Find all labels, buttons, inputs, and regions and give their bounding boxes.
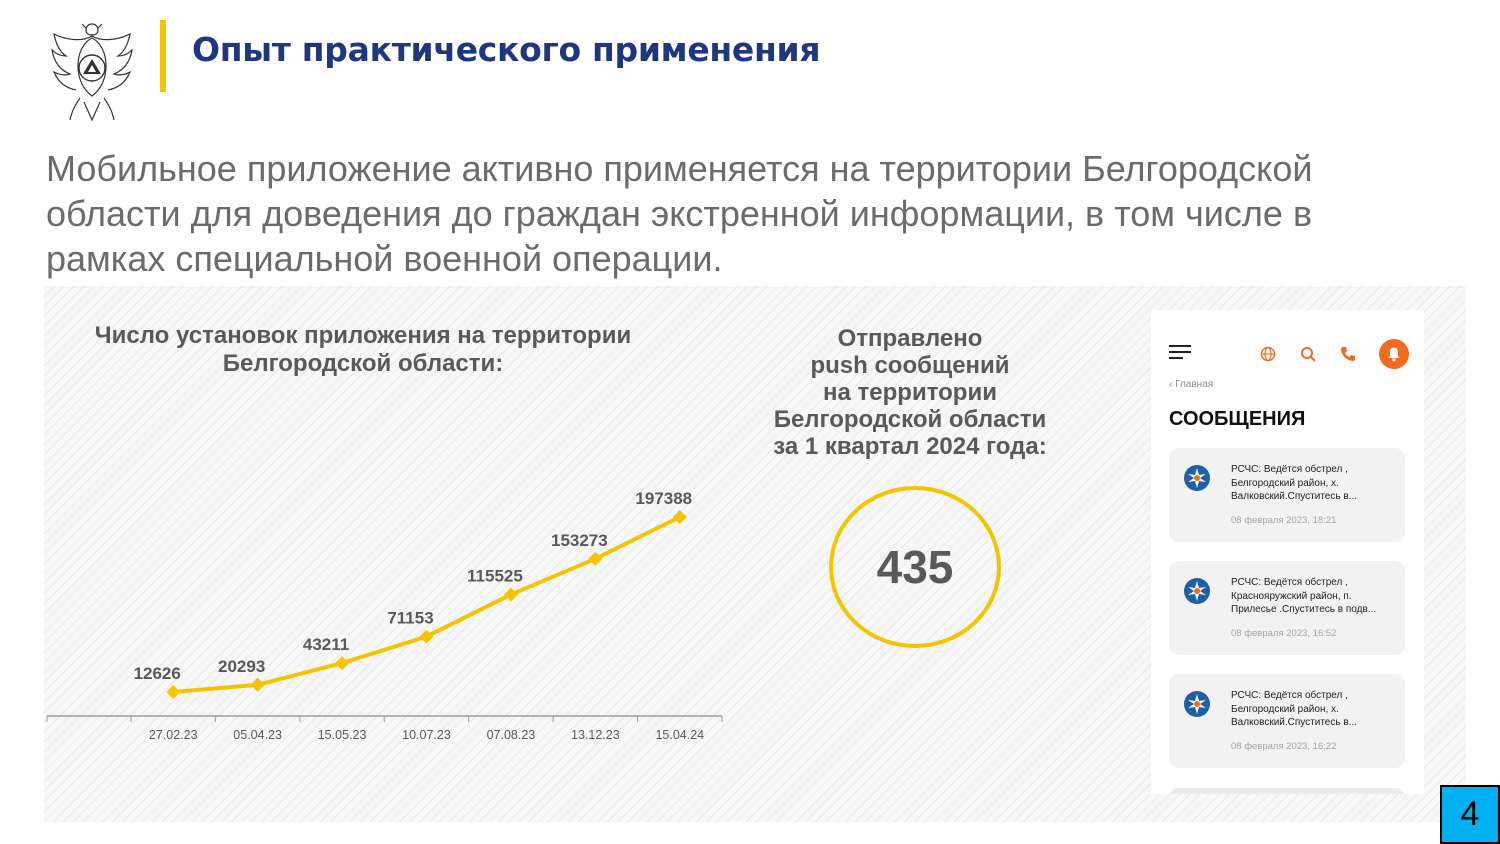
back-link[interactable]: ‹ Главная — [1169, 379, 1214, 390]
toolbar-icons — [1259, 339, 1409, 369]
chart-title-line-1: Число установок приложения на территории — [94, 322, 632, 349]
app-screenshot: ‹ Главная СООБЩЕНИЯ РСЧС: Ведётся обстре… — [1151, 310, 1424, 794]
intro-text: Мобильное приложение активно применяется… — [46, 148, 1313, 279]
message-date: 08 февраля 2023, 16:22 — [1231, 741, 1337, 752]
message-text: РСЧС: Ведётся обстрел , Белгородский рай… — [1231, 463, 1396, 504]
chart-title-line-2: Белгородской области: — [222, 350, 504, 377]
message-line: Белгородский район, х. — [1231, 477, 1339, 489]
message-line: Прилесье .Спуститесь в подв... — [1231, 604, 1377, 615]
globe-icon[interactable] — [1259, 345, 1277, 363]
push-count-circle: 435 — [829, 486, 1001, 648]
message-line: Краснояружский район, п. — [1231, 590, 1352, 602]
message-line: Валковский.Спуститесь в... — [1231, 717, 1357, 728]
title-accent-bar — [160, 20, 166, 92]
message-text: РСЧС: Ведётся обстрел , Белгородский рай… — [1231, 689, 1396, 730]
push-count-value: 435 — [876, 541, 954, 593]
message-line: РСЧС: Ведётся обстрел , — [1231, 464, 1348, 475]
message-line: Валковский.Спуститесь в... — [1231, 491, 1357, 502]
message-date: 08 февраля 2023, 18:21 — [1231, 515, 1337, 526]
page-number: 4 — [1440, 785, 1500, 844]
push-title-line: Белгородской области — [773, 406, 1047, 433]
menu-icon[interactable] — [1169, 344, 1191, 360]
mchs-logo-icon — [1184, 578, 1210, 604]
message-card-partial — [1169, 788, 1405, 794]
messages-heading: СООБЩЕНИЯ — [1169, 408, 1306, 430]
phone-icon[interactable] — [1339, 345, 1357, 363]
bell-icon[interactable] — [1379, 339, 1409, 369]
mchs-logo-icon — [1184, 691, 1210, 717]
chart-title: Число установок приложения на территории… — [70, 322, 656, 378]
push-title-line: на территории — [823, 379, 997, 406]
push-title-line: Отправлено — [837, 325, 983, 352]
push-title: Отправлено push сообщений на территории … — [740, 325, 1080, 460]
message-line: Белгородский район, х. — [1231, 703, 1339, 715]
push-title-line: push сообщений — [810, 352, 1010, 379]
push-title-line: за 1 квартал 2024 года: — [773, 433, 1047, 460]
message-card[interactable]: РСЧС: Ведётся обстрел , Краснояружский р… — [1169, 561, 1405, 655]
emblem-logo — [51, 23, 133, 122]
mchs-logo-icon — [1184, 465, 1210, 491]
page-title: Опыт практического применения — [192, 30, 821, 69]
search-icon[interactable] — [1299, 345, 1317, 363]
message-line: РСЧС: Ведётся обстрел , — [1231, 690, 1348, 701]
message-card[interactable]: РСЧС: Ведётся обстрел , Белгородский рай… — [1169, 448, 1405, 542]
message-date: 08 февраля 2023, 16:52 — [1231, 628, 1337, 639]
message-text: РСЧС: Ведётся обстрел , Краснояружский р… — [1231, 576, 1396, 617]
message-line: РСЧС: Ведётся обстрел , — [1231, 577, 1348, 588]
message-card[interactable]: РСЧС: Ведётся обстрел , Белгородский рай… — [1169, 674, 1405, 768]
